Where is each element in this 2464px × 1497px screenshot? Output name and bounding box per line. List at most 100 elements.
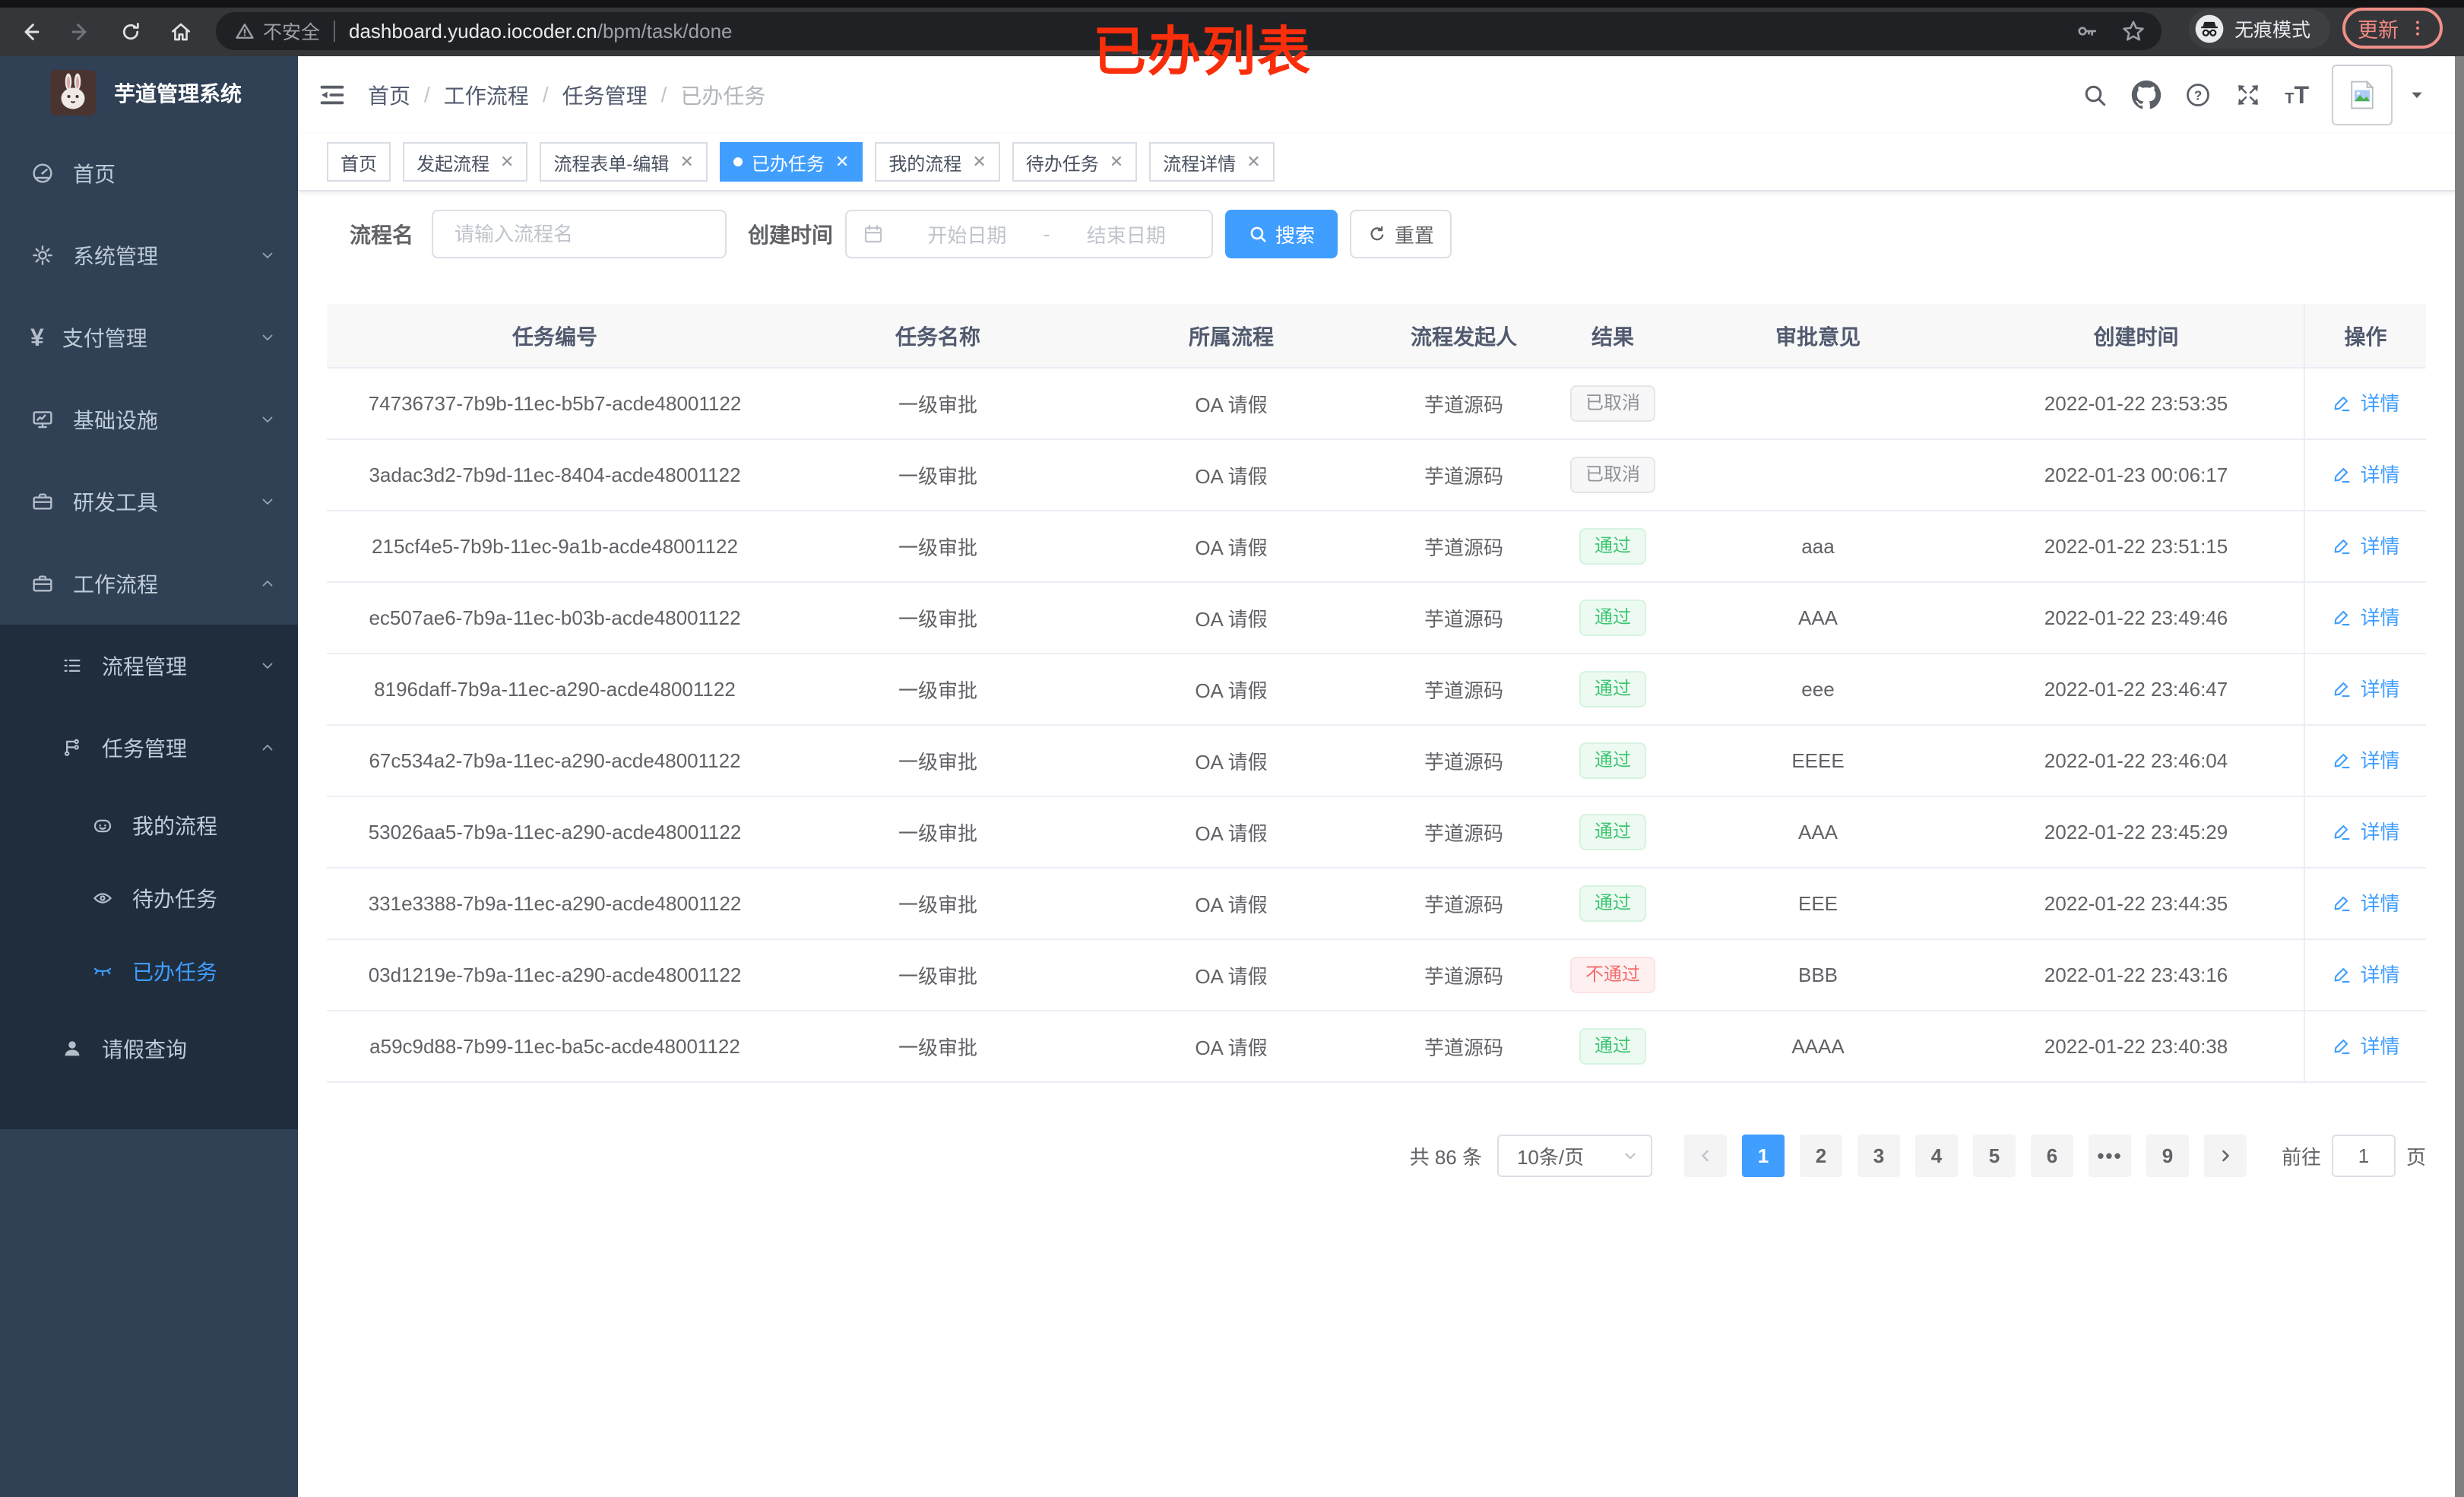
gear-icon <box>30 243 55 267</box>
tab-close-icon[interactable]: ✕ <box>500 152 515 171</box>
page-button-5[interactable]: 5 <box>1972 1135 2016 1177</box>
browser-home-button[interactable] <box>161 12 201 52</box>
create-time-label: 创建时间 <box>748 223 834 247</box>
avatar-caret-icon[interactable] <box>2409 87 2424 103</box>
sidebar-item-task-mgmt[interactable]: 任务管理 <box>0 707 298 789</box>
briefcase-icon <box>30 571 55 596</box>
toolbox-icon <box>30 489 55 514</box>
sidebar-item-done-tasks[interactable]: 已办任务 <box>0 935 298 1008</box>
browser-update-button[interactable]: 更新 <box>2342 8 2443 49</box>
avatar[interactable] <box>2332 65 2393 125</box>
page-button-1[interactable]: 1 <box>1741 1135 1785 1177</box>
detail-link[interactable]: 详情 <box>2331 745 2400 774</box>
tab-close-icon[interactable]: ✕ <box>972 152 987 171</box>
breadcrumb-item[interactable]: 工作流程 <box>443 84 529 108</box>
sidebar-item-my-process[interactable]: 我的流程 <box>0 789 298 862</box>
tab-首页[interactable]: 首页 <box>327 142 391 182</box>
filter-form: 流程名 创建时间 开始日期 - 结束日期 搜索 重 <box>327 210 2426 258</box>
date-range-picker[interactable]: 开始日期 - 结束日期 <box>845 210 1214 258</box>
page-scrollbar[interactable] <box>2455 56 2464 1497</box>
tab-close-icon[interactable]: ✕ <box>1109 152 1124 171</box>
browser-menu-dots-icon <box>2408 18 2428 38</box>
sidebar-item-infra[interactable]: 基础设施 <box>0 378 298 460</box>
cell-actions: 详情 <box>2304 654 2426 726</box>
page-button-9[interactable]: 9 <box>2146 1135 2189 1177</box>
pen-icon <box>2331 821 2352 842</box>
process-name-input[interactable] <box>432 210 727 258</box>
bookmark-star-icon[interactable] <box>2120 18 2146 44</box>
tab-close-icon[interactable]: ✕ <box>1246 152 1261 171</box>
tab-流程详情[interactable]: 流程详情 ✕ <box>1149 142 1275 182</box>
tab-已办任务[interactable]: 已办任务 ✕ <box>719 142 863 182</box>
detail-link[interactable]: 详情 <box>2331 674 2400 702</box>
page-button-2[interactable]: 2 <box>1799 1135 1842 1177</box>
detail-link[interactable]: 详情 <box>2331 1031 2400 1059</box>
help-icon[interactable]: ? <box>2184 81 2212 109</box>
cell-created: 2022-01-22 23:46:47 <box>1968 654 2304 726</box>
github-icon[interactable] <box>2131 80 2162 110</box>
page-button-4[interactable]: 4 <box>1915 1135 1958 1177</box>
fullscreen-icon[interactable] <box>2234 81 2262 109</box>
page-ellipsis-button[interactable]: ••• <box>2088 1135 2131 1177</box>
chevron-down-icon <box>258 328 277 347</box>
detail-link[interactable]: 详情 <box>2331 460 2400 488</box>
sidebar-item-payment[interactable]: ¥ 支付管理 <box>0 296 298 378</box>
cell-task-name: 一级审批 <box>783 439 1093 511</box>
tab-close-icon[interactable]: ✕ <box>835 152 850 171</box>
sidebar-item-system[interactable]: 系统管理 <box>0 214 298 296</box>
column-header: 所属流程 <box>1093 304 1370 369</box>
security-label: 不安全 <box>263 22 321 43</box>
detail-link[interactable]: 详情 <box>2331 603 2400 631</box>
tab-label: 流程详情 <box>1163 153 1237 175</box>
cell-result: 通过 <box>1558 868 1667 940</box>
cell-process: OA 请假 <box>1093 939 1370 1011</box>
sidebar-item-label: 任务管理 <box>102 737 188 761</box>
detail-link[interactable]: 详情 <box>2331 388 2400 416</box>
browser-back-button[interactable] <box>11 12 50 52</box>
key-icon[interactable] <box>2075 19 2099 43</box>
sidebar-item-workflow[interactable]: 工作流程 <box>0 543 298 625</box>
detail-link[interactable]: 详情 <box>2331 817 2400 845</box>
prev-page-button[interactable] <box>1683 1135 1727 1177</box>
calendar-icon <box>862 223 885 245</box>
back-icon <box>18 20 43 44</box>
cell-task-id: ec507ae6-7b9a-11ec-b03b-acde48001122 <box>327 582 783 654</box>
pen-icon <box>2331 535 2352 556</box>
search-button[interactable]: 搜索 <box>1225 210 1338 258</box>
browser-forward-button[interactable] <box>61 12 100 52</box>
next-page-button[interactable] <box>2203 1135 2247 1177</box>
address-bar[interactable]: 不安全 dashboard.yudao.iocoder.cn/bpm/task/… <box>216 12 2162 50</box>
tab-发起流程[interactable]: 发起流程 ✕ <box>403 142 528 182</box>
result-badge: 不通过 <box>1570 957 1655 993</box>
page-button-6[interactable]: 6 <box>2030 1135 2073 1177</box>
pen-icon <box>2331 464 2352 485</box>
tab-待办任务[interactable]: 待办任务 ✕ <box>1012 142 1138 182</box>
tab-流程表单-编辑[interactable]: 流程表单-编辑 ✕ <box>540 142 708 182</box>
sidebar-item-devtools[interactable]: 研发工具 <box>0 460 298 543</box>
tab-我的流程[interactable]: 我的流程 ✕ <box>875 142 1000 182</box>
page-size-select[interactable]: 10条/页 <box>1496 1135 1652 1177</box>
sidebar-item-leave-query[interactable]: 请假查询 <box>0 1008 298 1090</box>
cell-task-id: 03d1219e-7b9a-11ec-a290-acde48001122 <box>327 939 783 1011</box>
page-button-3[interactable]: 3 <box>1857 1135 1900 1177</box>
reset-button[interactable]: 重置 <box>1350 210 1452 258</box>
sidebar-item-todo-tasks[interactable]: 待办任务 <box>0 862 298 935</box>
tab-close-icon[interactable]: ✕ <box>679 152 694 171</box>
breadcrumb-item[interactable]: 任务管理 <box>562 84 648 108</box>
cell-result: 已取消 <box>1558 368 1667 440</box>
pagination-total: 共 86 条 <box>1409 1145 1482 1169</box>
browser-reload-button[interactable] <box>111 12 150 52</box>
detail-link[interactable]: 详情 <box>2331 531 2400 559</box>
reload-icon <box>119 21 142 43</box>
sidebar-toggle-button[interactable] <box>318 81 347 109</box>
sidebar-item-home[interactable]: 首页 <box>0 132 298 214</box>
detail-link[interactable]: 详情 <box>2331 888 2400 916</box>
breadcrumb-item[interactable]: 首页 <box>368 84 411 108</box>
goto-page-input[interactable] <box>2331 1135 2396 1177</box>
detail-link[interactable]: 详情 <box>2331 960 2400 988</box>
sidebar-item-process-mgmt[interactable]: 流程管理 <box>0 625 298 707</box>
search-icon[interactable] <box>2081 81 2108 109</box>
app-logo-row[interactable]: 芋道管理系统 <box>0 56 298 129</box>
